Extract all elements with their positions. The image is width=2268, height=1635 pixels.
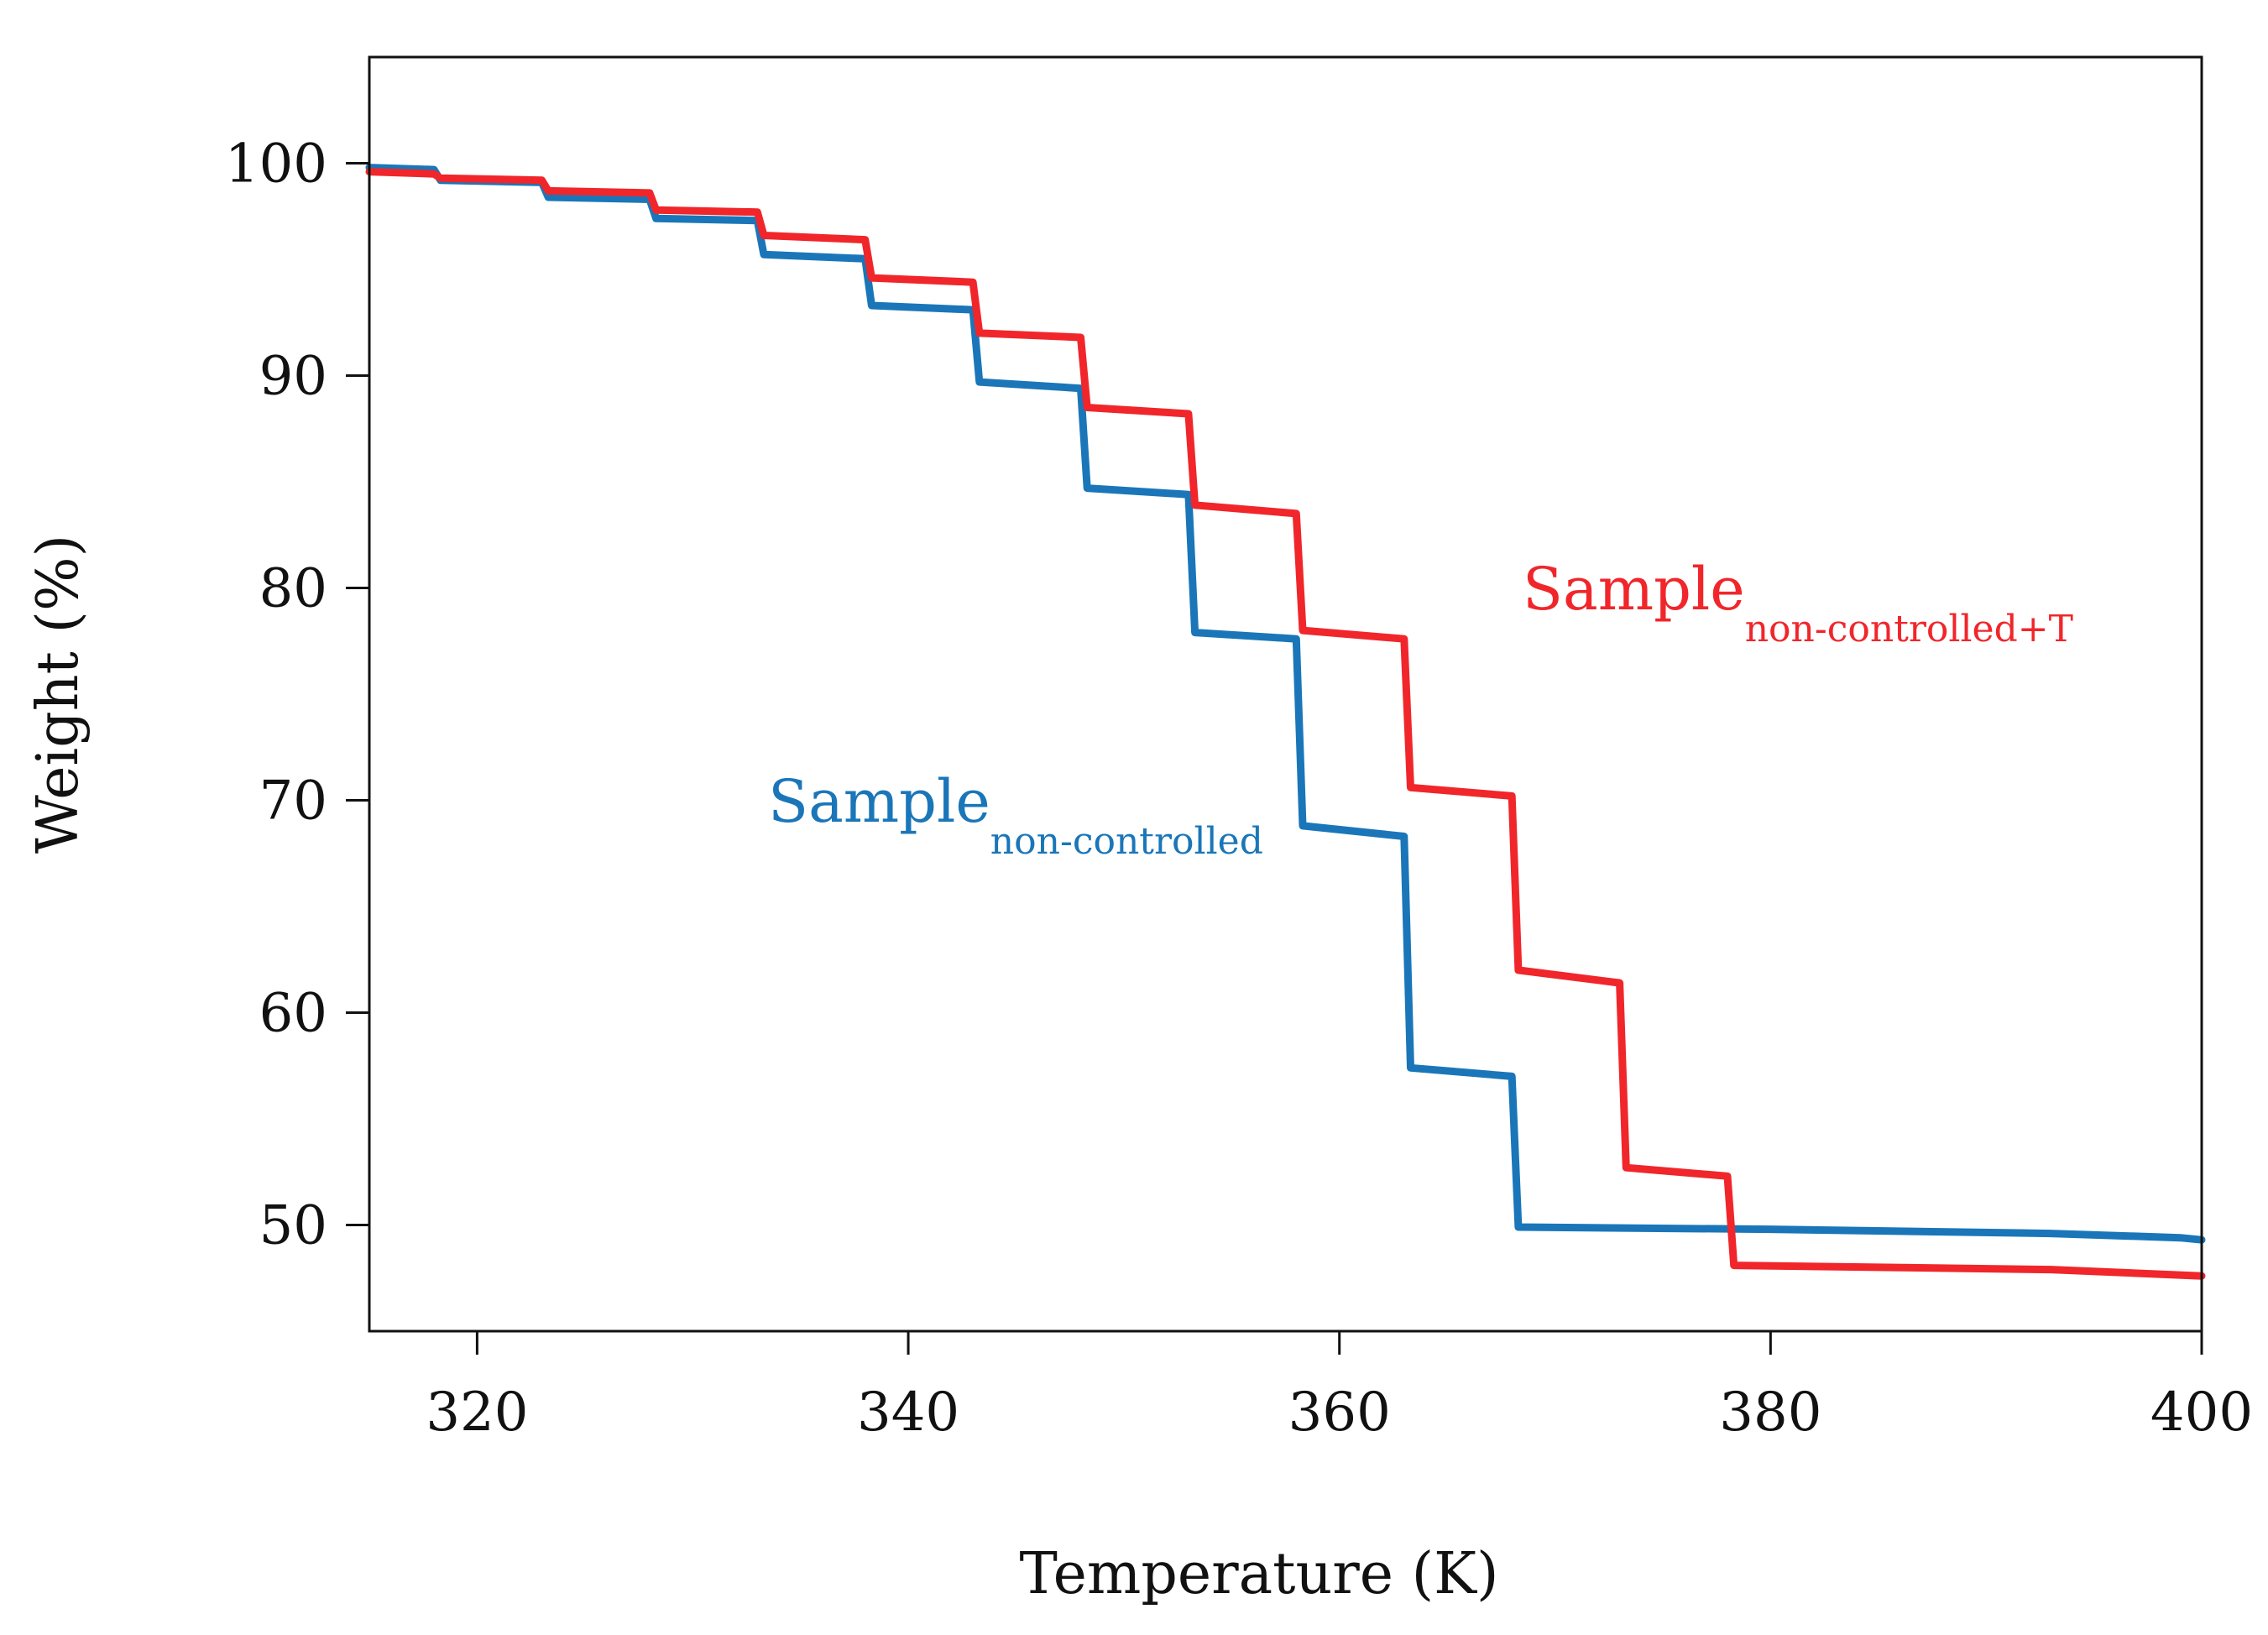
series-annotations: Samplenon-controlledSamplenon-controlled… <box>768 555 2073 863</box>
series-label-main: Sample <box>1523 555 1745 624</box>
x-tick-label-320: 320 <box>426 1382 528 1444</box>
y-tick-label-60: 60 <box>259 983 327 1045</box>
y-axis: 50 60 70 80 90 100 <box>225 133 369 1257</box>
series-label-non-controlled: Samplenon-controlled <box>768 767 1263 863</box>
y-tick-label-50: 50 <box>259 1195 327 1257</box>
x-axis: 320 340 360 380 400 <box>426 1331 2253 1444</box>
series-label-non-controlled-t: Samplenon-controlled+T <box>1523 555 2073 650</box>
y-tick-label-70: 70 <box>259 770 327 833</box>
x-axis-title: Temperature (K) <box>1020 1541 1499 1607</box>
x-tick-label-400: 400 <box>2150 1382 2253 1444</box>
series-line-non-controlled-t <box>365 168 2206 1280</box>
series-line-non-controlled <box>365 164 2206 1244</box>
y-tick-label-100: 100 <box>225 133 327 196</box>
plot-lines <box>365 164 2206 1280</box>
series-label-subscript: non-controlled+T <box>1745 608 2073 650</box>
x-tick-label-380: 380 <box>1719 1382 1821 1444</box>
y-tick-label-90: 90 <box>259 346 327 408</box>
series-label-main: Sample <box>768 767 990 836</box>
y-axis-title: Weight (%) <box>25 535 91 854</box>
x-tick-label-340: 340 <box>857 1382 959 1444</box>
y-tick-label-80: 80 <box>259 558 327 620</box>
plot-frame <box>368 55 2203 1333</box>
series-label-subscript: non-controlled <box>990 820 1263 863</box>
x-tick-label-360: 360 <box>1288 1382 1391 1444</box>
